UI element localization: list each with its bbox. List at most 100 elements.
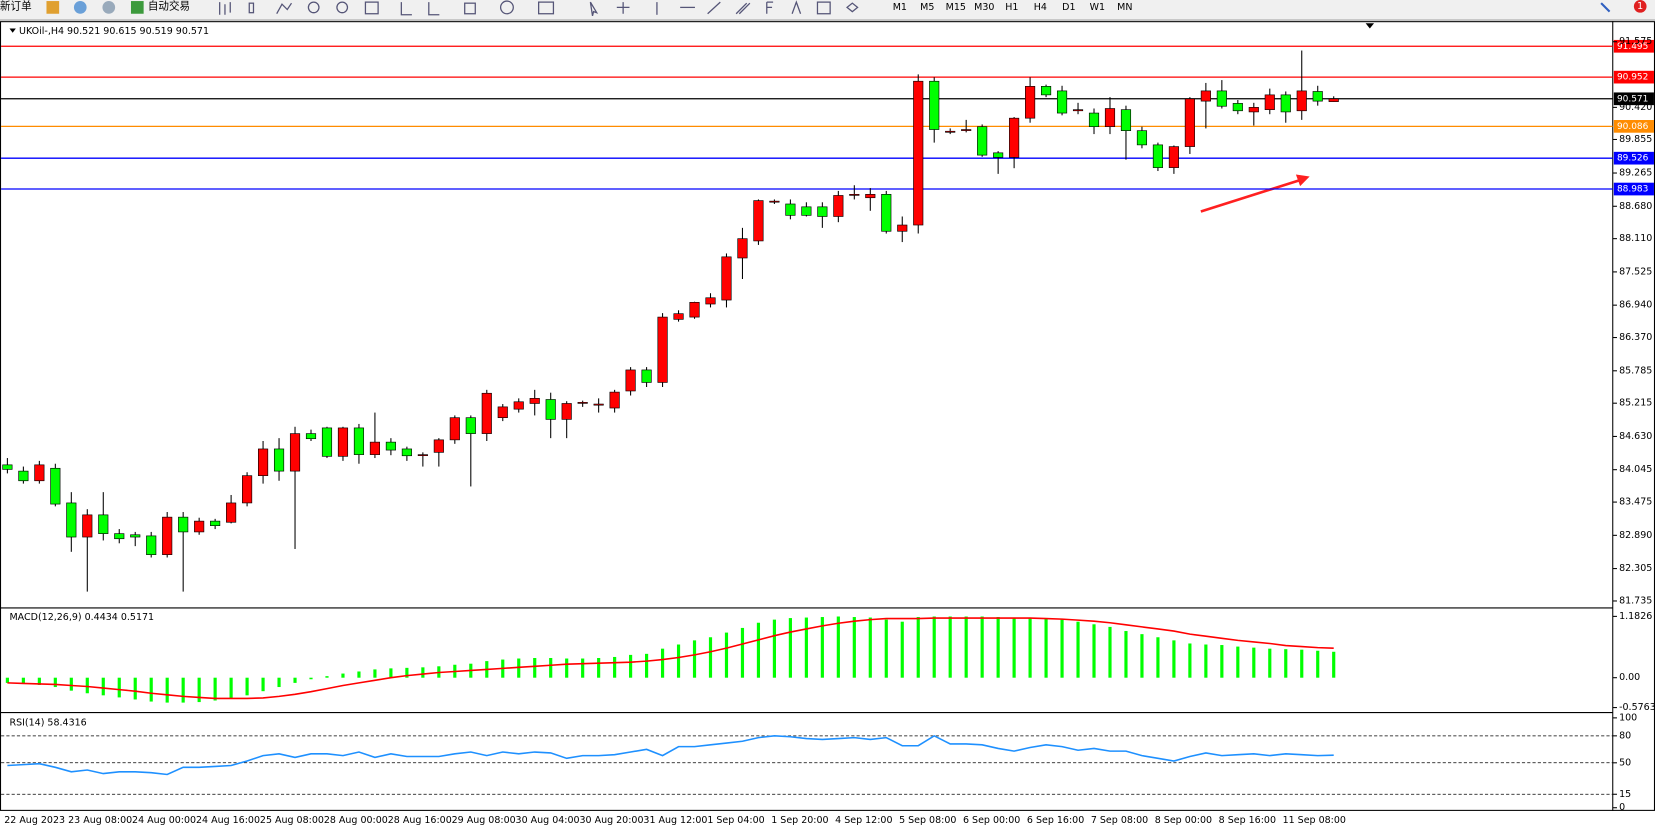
candle-body	[2, 464, 13, 470]
macd-bar	[1236, 646, 1240, 678]
annotation-arrowhead	[1295, 174, 1310, 187]
channel-icon[interactable]	[735, 2, 751, 15]
candle-body	[1328, 98, 1339, 102]
macd-bar	[996, 617, 1000, 678]
crosshair-icon[interactable]	[616, 2, 630, 14]
macd-bar	[644, 653, 649, 678]
timeframe-button[interactable]: M1	[893, 2, 907, 13]
macd-bar	[181, 677, 185, 703]
candle-body	[1041, 86, 1052, 96]
x-tick-label: 1 Sep 04:00	[707, 815, 764, 826]
timeframe-button[interactable]: MN	[1117, 2, 1132, 13]
macd-bar	[245, 677, 249, 696]
candle-body	[178, 516, 189, 533]
notification-badge[interactable]	[1633, 0, 1647, 13]
macd-bar	[948, 616, 952, 678]
candle-body	[305, 433, 317, 440]
text-icon[interactable]	[791, 0, 802, 14]
macd-bar	[964, 616, 968, 678]
candle-body	[369, 441, 380, 455]
candle-body	[993, 152, 1004, 158]
macd-bar	[293, 677, 297, 683]
scroll-icon[interactable]	[400, 2, 412, 16]
timeframe-button[interactable]: H4	[1034, 2, 1047, 13]
macd-bar	[357, 671, 361, 678]
level-label: 90.571	[1617, 94, 1648, 104]
timeframe-button[interactable]: W1	[1090, 2, 1105, 13]
y-tick-label: 90.420	[1619, 102, 1652, 113]
label-icon[interactable]	[816, 1, 831, 15]
shapes-icon[interactable]	[846, 2, 859, 13]
macd-bar	[405, 667, 409, 678]
macd-bar	[1028, 618, 1032, 678]
candle-body	[1232, 103, 1243, 112]
icon[interactable]	[73, 1, 87, 14]
trendline-icon[interactable]	[707, 1, 721, 15]
indicators-icon[interactable]	[464, 2, 476, 15]
fibo-icon[interactable]	[766, 1, 774, 14]
candle-body	[561, 403, 572, 420]
macd-bar	[1268, 648, 1272, 678]
cursor-icon[interactable]	[589, 1, 599, 17]
candle-body	[769, 200, 780, 203]
candle-body	[865, 194, 876, 199]
timeframe-button[interactable]: D1	[1062, 2, 1075, 13]
y-tick-label: 88.110	[1619, 233, 1652, 244]
line-chart-icon[interactable]	[276, 2, 293, 15]
macd-bar	[277, 677, 281, 688]
x-tick-label: 22 Aug 2023	[4, 815, 65, 826]
candle-body	[1136, 130, 1148, 146]
macd-bar	[1220, 645, 1224, 678]
timeframe-button[interactable]: M30	[974, 2, 994, 13]
candle-body	[929, 80, 940, 130]
zoom-in-icon[interactable]	[307, 1, 320, 14]
candle-body	[785, 203, 796, 216]
y-tick-label: 87.525	[1619, 266, 1652, 277]
auto-trading-button[interactable]: 自动交易	[148, 0, 190, 12]
level-tag	[1613, 70, 1654, 84]
macd-bar	[660, 648, 665, 678]
candle-body	[98, 514, 109, 534]
zoom-out-icon[interactable]	[336, 1, 349, 14]
auto-trading-icon[interactable]	[130, 1, 144, 14]
level-tag	[1613, 182, 1654, 196]
candle-body	[257, 448, 269, 476]
candle-body	[353, 427, 365, 455]
tile-icon[interactable]	[364, 1, 379, 15]
toolbar-bg	[0, 0, 1655, 21]
timeframe-button[interactable]: M15	[946, 2, 966, 13]
candle-body	[705, 297, 716, 305]
macd-bar	[1172, 640, 1176, 678]
candle-body	[513, 401, 524, 410]
rsi-line	[7, 734, 1334, 776]
bar-chart-icon[interactable]	[219, 2, 231, 15]
x-tick-label: 7 Sep 08:00	[1091, 815, 1148, 826]
macd-bar	[916, 617, 920, 678]
icon[interactable]	[46, 1, 60, 14]
candle-body	[609, 391, 620, 409]
macd-bar	[5, 677, 9, 683]
search-icon[interactable]	[1600, 2, 1611, 13]
periods-icon[interactable]	[499, 0, 514, 15]
shift-icon[interactable]	[428, 2, 440, 16]
y-tick-label: 86.940	[1619, 300, 1652, 311]
macd-bar	[1316, 650, 1320, 678]
icon[interactable]	[102, 1, 116, 14]
macd-bar	[117, 677, 121, 698]
macd-bar	[1092, 624, 1096, 678]
signal-line	[7, 617, 1334, 700]
templates-icon[interactable]	[538, 1, 555, 15]
y-tick-label: 85.215	[1619, 398, 1652, 409]
x-tick-label: 8 Sep 00:00	[1155, 815, 1212, 826]
timeframe-button[interactable]: H1	[1005, 2, 1018, 13]
y-tick-label: 0.00	[1619, 672, 1640, 683]
new-order-button[interactable]: 新订单	[0, 0, 32, 12]
candle-body	[194, 520, 205, 533]
candle-body	[1280, 94, 1291, 113]
candle-icon[interactable]	[248, 2, 255, 14]
candle-body	[657, 316, 668, 383]
timeframe-button[interactable]: M5	[920, 2, 934, 13]
macd-bar	[1188, 643, 1192, 678]
y-tick-label: 91.575	[1619, 36, 1652, 47]
